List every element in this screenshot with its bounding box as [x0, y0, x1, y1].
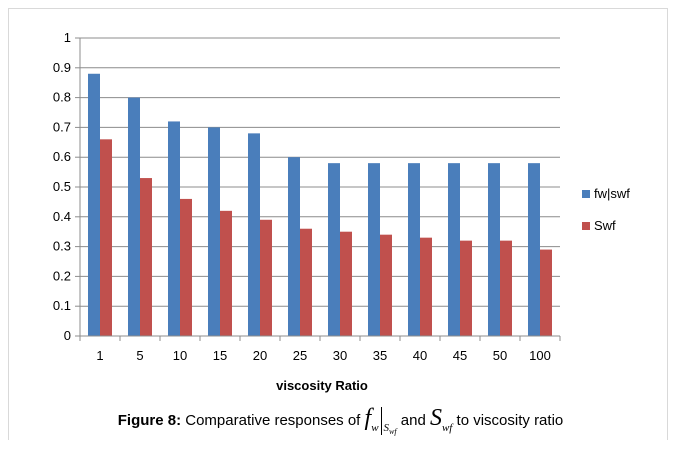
y-tick-label: 0.1 — [53, 298, 71, 313]
legend-label: fw|swf — [594, 186, 630, 201]
bar-swf — [340, 231, 352, 336]
grid-lines — [80, 37, 560, 307]
x-tick-labels: 1 5 10 15 20 25 30 35 40 45 50 100 — [96, 348, 550, 363]
bar-swf — [180, 198, 192, 336]
bar-swf — [500, 240, 512, 336]
y-tick-label: 1 — [64, 30, 71, 45]
y-tick-label: 0.6 — [53, 149, 71, 164]
bar-swf — [420, 237, 432, 336]
y-tick-label: 0.8 — [53, 90, 71, 105]
x-tick-label: 25 — [293, 348, 307, 363]
y-tick-label: 0.4 — [53, 209, 71, 224]
caption-label: Figure 8: — [117, 412, 182, 429]
bar-swf — [260, 219, 272, 336]
bar-fw-swf — [208, 127, 220, 337]
x-tick-label: 5 — [136, 348, 143, 363]
bar-fw-swf — [488, 163, 500, 336]
caption-text-after: to viscosity ratio — [456, 412, 564, 429]
x-tick-label: 10 — [173, 348, 187, 363]
x-tick-label: 40 — [413, 348, 427, 363]
bar-fw-swf — [368, 163, 380, 336]
legend-swatch — [582, 222, 590, 230]
x-tick-label: 30 — [333, 348, 347, 363]
bar-fw-swf — [408, 163, 420, 336]
bar-swf — [300, 228, 312, 336]
bar-swf — [380, 234, 392, 336]
y-tick-label: 0.3 — [53, 239, 71, 254]
x-tick-label: 1 — [96, 348, 103, 363]
bars — [88, 73, 552, 337]
x-tick-label: 35 — [373, 348, 387, 363]
bar-fw-swf — [168, 121, 180, 336]
legend-label: Swf — [594, 218, 616, 233]
axes — [75, 37, 561, 341]
bar-fw-swf — [528, 163, 540, 336]
y-tick-label: 0.2 — [53, 268, 71, 283]
chart-frame — [8, 8, 668, 440]
bar-fw-swf — [288, 157, 300, 336]
caption-text-and: and — [400, 412, 426, 429]
y-tick-label: 0.5 — [53, 179, 71, 194]
y-tick-label: 0 — [64, 328, 71, 343]
x-tick-label: 20 — [253, 348, 267, 363]
x-tick-label: 15 — [213, 348, 227, 363]
legend-swatch — [582, 190, 590, 198]
bar-fw-swf — [328, 163, 340, 336]
caption-fw-symbol: fw Swf — [364, 405, 397, 436]
bar-fw-swf — [88, 73, 100, 336]
bar-swf — [540, 249, 552, 336]
bar-swf — [100, 139, 112, 336]
bar-swf — [220, 210, 232, 336]
y-tick-labels: 0 0.1 0.2 0.3 0.4 0.5 0.6 0.7 0.8 0.9 1 — [53, 30, 71, 343]
x-tick-label: 45 — [453, 348, 467, 363]
caption-text-before: Comparative responses of — [185, 412, 361, 429]
y-tick-label: 0.9 — [53, 60, 71, 75]
x-tick-label: 100 — [529, 348, 551, 363]
caption-swf-symbol: Swf — [429, 405, 453, 434]
bar-swf — [460, 240, 472, 336]
bar-fw-swf — [248, 133, 260, 336]
legend: fw|swf Swf — [582, 186, 630, 233]
bar-fw-swf — [448, 163, 460, 336]
bar-chart: 00.10.20.30.40.50.60.70.80.91 1 5 10 15 20 25… — [53, 30, 630, 393]
x-tick-label: 50 — [493, 348, 507, 363]
x-axis-title: viscosity Ratio — [276, 378, 368, 393]
bar-fw-swf — [128, 97, 140, 336]
bar-swf — [140, 178, 152, 336]
y-tick-label: 0.7 — [53, 119, 71, 134]
figure-caption: Figure 8: Comparative responses of fw Swf… — [0, 405, 681, 436]
